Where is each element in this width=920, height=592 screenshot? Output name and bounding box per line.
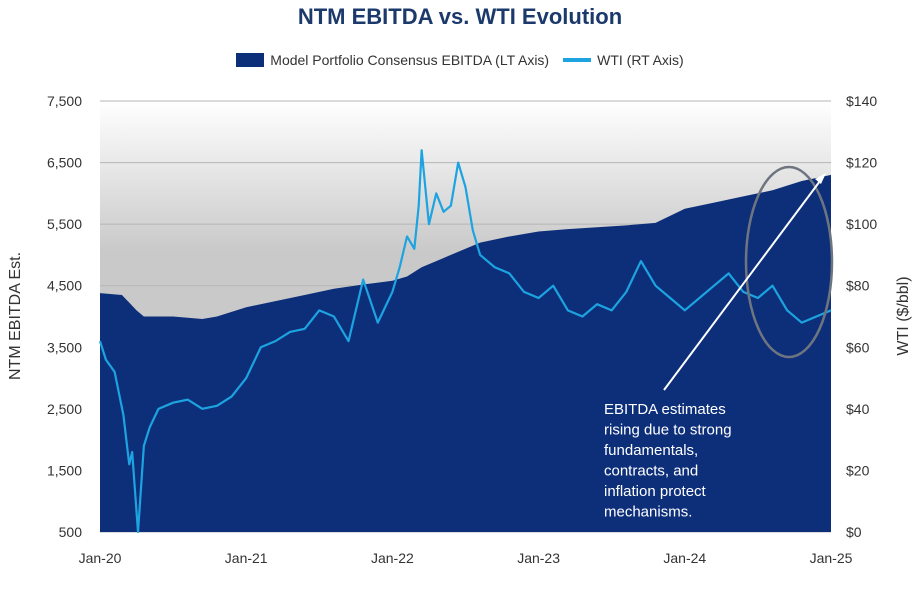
right-tick-label: $100	[846, 216, 877, 232]
annotation-arrow	[663, 176, 824, 391]
right-axis-ticks: $140 $120 $100 $80 $60 $40 $20 $0	[846, 93, 877, 540]
x-axis-ticks: Jan-20 Jan-21 Jan-22 Jan-23 Jan-24 Jan-25	[79, 550, 853, 566]
right-tick-label: $140	[846, 93, 877, 109]
annotation-line: contracts, and	[604, 463, 698, 480]
left-tick-label: 500	[59, 524, 83, 540]
right-tick-label: $20	[846, 462, 870, 478]
legend-label-wti: WTI (RT Axis)	[597, 52, 684, 68]
legend-item-wti: WTI (RT Axis)	[563, 52, 684, 68]
right-tick-label: $0	[846, 524, 862, 540]
annotation-line: EBITDA estimates	[604, 401, 726, 418]
left-tick-label: 6,500	[47, 155, 82, 171]
chart-title: NTM EBITDA vs. WTI Evolution	[297, 4, 623, 29]
x-tick-label: Jan-25	[810, 550, 853, 566]
legend-swatch-ebitda	[236, 53, 265, 67]
right-tick-label: $120	[846, 155, 877, 171]
right-tick-label: $80	[846, 278, 870, 294]
annotation-arrowhead	[815, 173, 826, 184]
legend-swatch-wti	[563, 58, 592, 62]
x-tick-label: Jan-20	[79, 550, 122, 566]
legend: Model Portfolio Consensus EBITDA (LT Axi…	[0, 52, 920, 68]
wti-line	[98, 149, 832, 534]
left-tick-label: 1,500	[47, 462, 82, 478]
left-axis-ticks: 7,500 6,500 5,500 4,500 3,500 2,500 1,500 500	[47, 93, 82, 540]
right-tick-label: $40	[846, 401, 870, 417]
annotation-line: mechanisms.	[604, 504, 692, 521]
x-tick-label: Jan-22	[371, 550, 414, 566]
right-tick-label: $60	[846, 339, 870, 355]
left-tick-label: 2,500	[47, 401, 82, 417]
right-axis-label: WTI ($/bbl)	[895, 276, 912, 355]
left-tick-label: 4,500	[47, 278, 82, 294]
highlight-ellipse	[744, 165, 834, 359]
left-tick-label: 5,500	[47, 216, 82, 232]
legend-item-ebitda: Model Portfolio Consensus EBITDA (LT Axi…	[236, 52, 549, 68]
left-tick-label: 3,500	[47, 339, 82, 355]
annotation-line: inflation protect	[604, 483, 707, 500]
annotation-text: EBITDA estimates rising due to strong fund…	[604, 401, 732, 521]
annotation-line: fundamentals,	[604, 442, 698, 459]
legend-label-ebitda: Model Portfolio Consensus EBITDA (LT Axi…	[270, 52, 550, 68]
x-tick-label: Jan-23	[517, 550, 560, 566]
ebitda-area	[100, 174, 831, 532]
left-tick-label: 7,500	[47, 93, 82, 109]
left-axis-label: NTM EBITDA Est.	[7, 252, 24, 380]
x-tick-label: Jan-21	[225, 550, 268, 566]
annotation-line: rising due to strong	[604, 422, 732, 439]
x-tick-label: Jan-24	[663, 550, 706, 566]
